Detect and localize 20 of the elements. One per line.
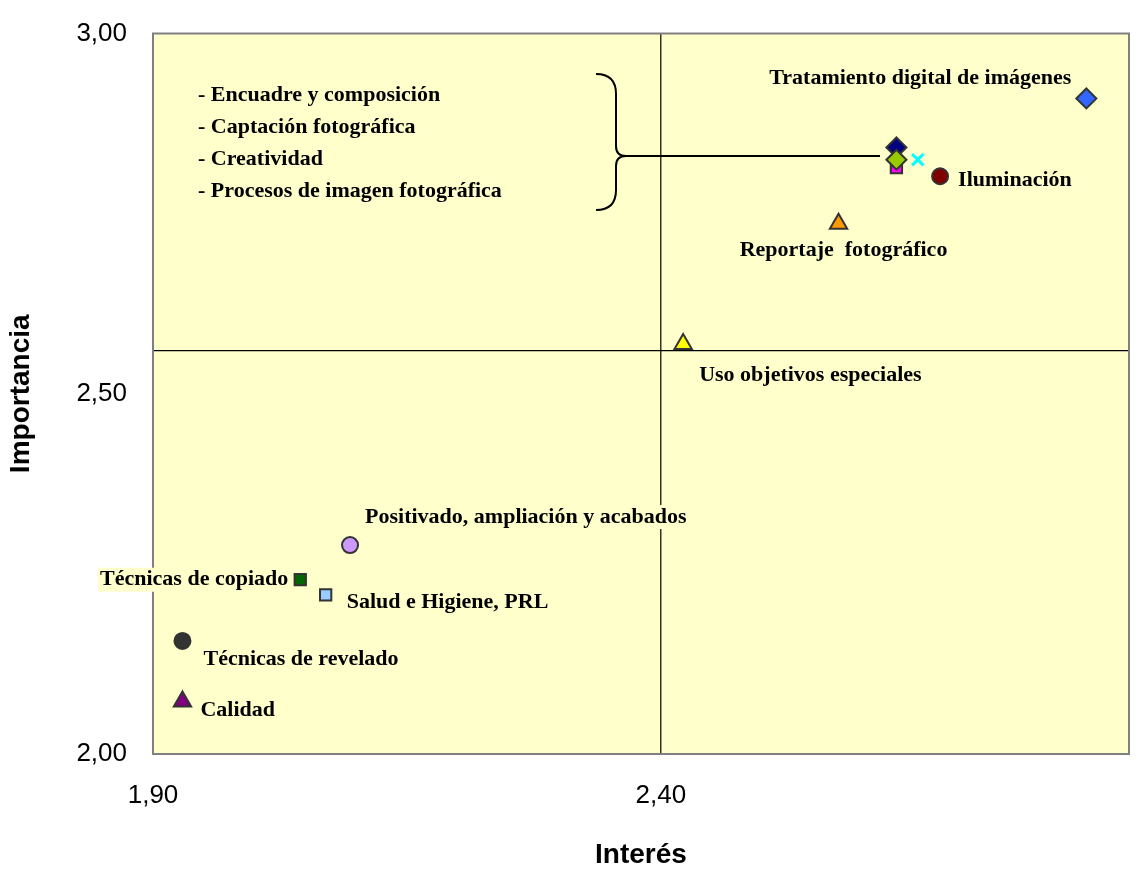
x-tick-label: 2,40 (635, 778, 687, 809)
series-label: Reportaje fotográfico (739, 236, 948, 262)
series-label: Positivado, ampliación y acabados (365, 502, 687, 528)
y-tick-label: 2,50 (76, 376, 127, 407)
series-label: Salud e Higiene, PRL (346, 588, 549, 614)
series-label: Técnicas de revelado (203, 644, 399, 670)
annotation: - Creatividad (198, 144, 324, 172)
x-axis-title: Interés (595, 837, 687, 869)
series-label: Calidad (200, 696, 276, 722)
y-axis-title: Importancia (3, 314, 35, 474)
series-label: Técnicas de copiado (100, 565, 289, 591)
series-label: Iluminación (958, 165, 1072, 191)
annotation: - Captación fotográfica (198, 112, 417, 140)
y-tick-label: 2,00 (76, 737, 127, 768)
annotation: - Encuadre y composición (198, 80, 442, 108)
series-label: Tratamiento digital de imágenes (769, 64, 1072, 90)
annotation: - Procesos de imagen fotográfica (198, 176, 502, 204)
series-label: Uso objetivos especiales (699, 360, 922, 386)
y-tick-label: 3,00 (76, 16, 127, 47)
x-tick-label: 1,90 (127, 778, 179, 809)
